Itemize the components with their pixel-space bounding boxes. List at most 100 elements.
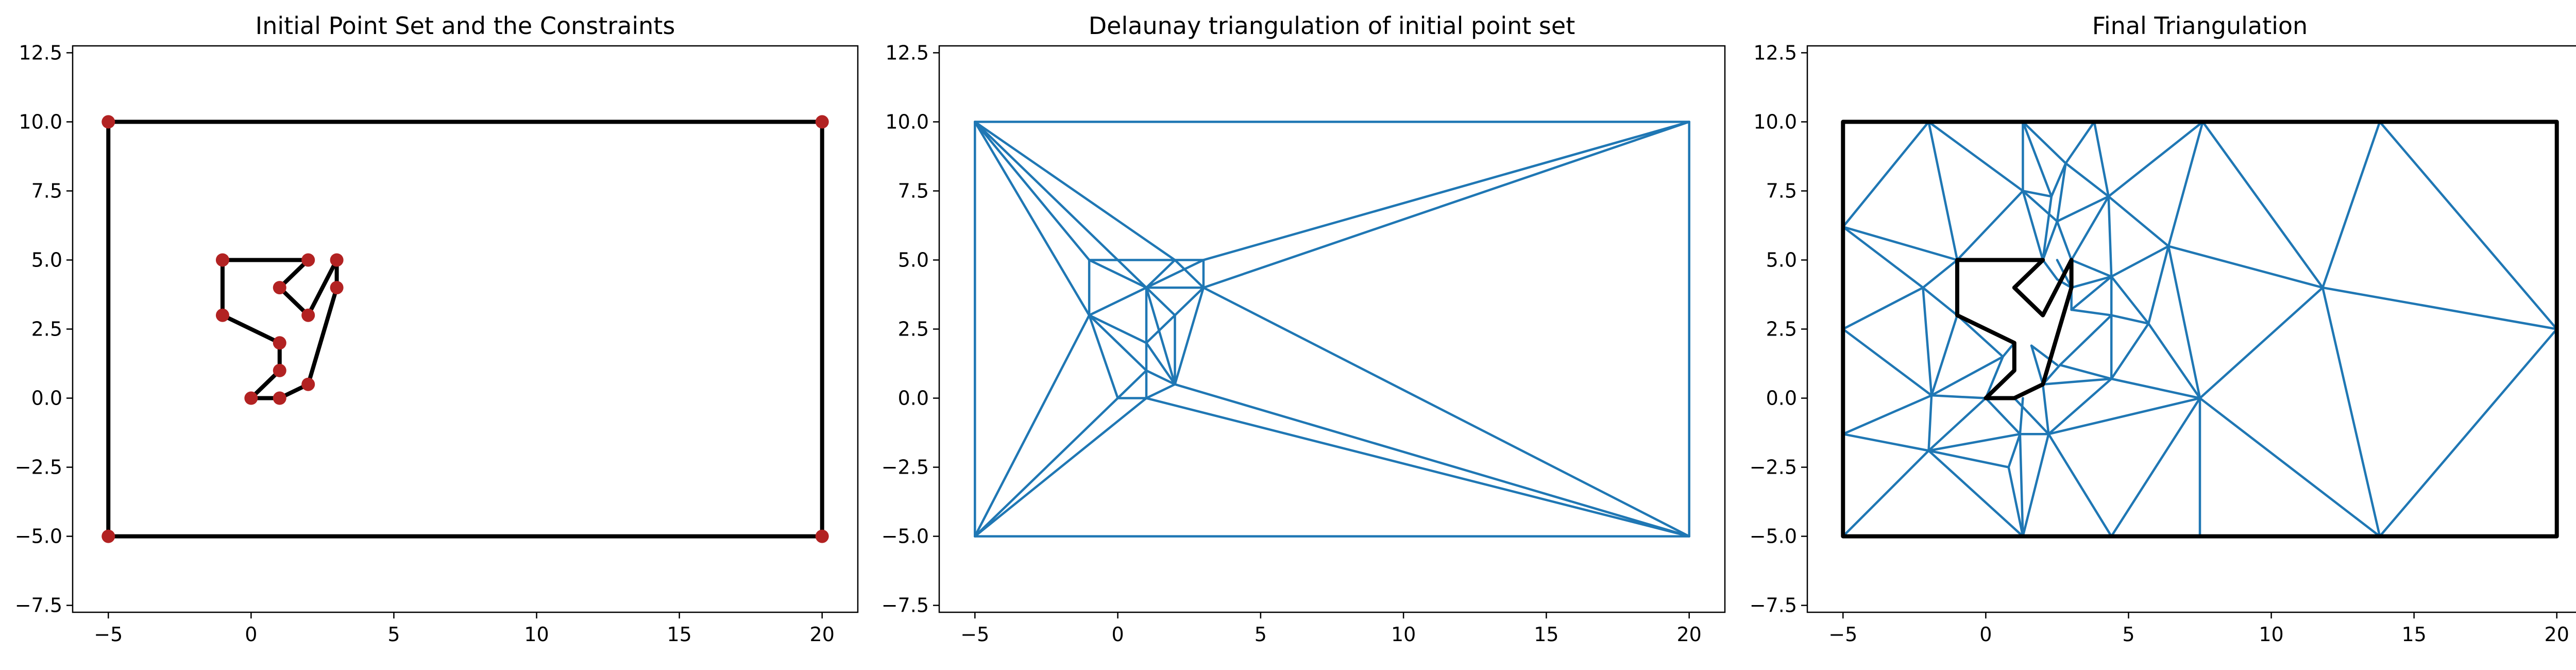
y-tick-label: −2.5 — [882, 456, 929, 479]
triangulation-edge — [1842, 449, 1930, 538]
triangulation-edge — [2050, 162, 2067, 198]
y-tick-label: 10.0 — [885, 110, 929, 133]
y-tick-label: 0.0 — [1766, 387, 1797, 410]
y-tick-label: 0.0 — [31, 387, 62, 410]
triangulation-edge — [2022, 121, 2067, 165]
x-tick-label: 0 — [1979, 623, 1992, 646]
y-tick-label: 12.5 — [885, 41, 929, 64]
y-tick-label: 12.5 — [1753, 41, 1797, 64]
triangulation-edge — [2007, 466, 2024, 538]
triangulation-edge — [2167, 121, 2204, 247]
triangulation-edge — [2201, 121, 2324, 289]
x-tick-label: 20 — [810, 623, 835, 646]
triangulation-edge — [2059, 363, 2113, 380]
x-tick-label: 10 — [1391, 623, 1416, 646]
triangulation-edge — [2041, 220, 2059, 261]
y-tick-label: 10.0 — [19, 110, 62, 133]
panel-final: Final Triangulation −5 0 5 10 15 20 −7.5 −5.0 −2… — [1750, 12, 2576, 646]
plot-area: −5 0 5 10 15 20 −7.5 −5.0 −2.5 0.0 2.5 5.0 7.5 10.0 12… — [1750, 41, 2576, 646]
triangulation-edge — [2013, 397, 2050, 435]
y-tick-label: 0.0 — [898, 387, 929, 410]
triangulation-edge — [2030, 344, 2059, 366]
triangulation-edge — [1927, 449, 2024, 538]
x-tick-label: 5 — [2122, 623, 2134, 646]
triangulation-edge — [974, 121, 1091, 261]
triangulation-edge — [2041, 259, 2059, 281]
y-tick-label: −2.5 — [15, 456, 62, 479]
constraint-polyline — [1955, 258, 2074, 400]
triangulation-edge — [2041, 377, 2113, 386]
y-tick-label: −5.0 — [882, 525, 929, 548]
y-tick-label: 7.5 — [898, 179, 929, 202]
triangulation-edge — [1842, 328, 1933, 397]
triangulation-edge — [1927, 449, 2010, 468]
triangulation-edge — [1145, 397, 1690, 538]
triangulation-edge — [2059, 314, 2113, 366]
triangulation-edge — [2147, 322, 2201, 399]
triangulation-edge — [2041, 383, 2050, 435]
triangulation-edge — [1202, 286, 1690, 538]
triangulation-edge — [1922, 286, 1933, 397]
data-point — [273, 363, 286, 377]
triangulation-edge — [1930, 394, 1987, 399]
triangulation-edge — [2167, 245, 2201, 399]
triangulation-edge — [974, 397, 1148, 538]
data-point — [244, 391, 258, 405]
triangulation-edge — [974, 121, 1091, 316]
triangulation-edge — [2019, 397, 2024, 435]
triangulation-edge — [1116, 369, 1148, 399]
triangulation-edge — [2070, 195, 2110, 261]
data-point — [215, 308, 229, 322]
triangulation-edge — [2047, 397, 2201, 435]
x-tick-label: 5 — [387, 623, 400, 646]
triangulation-edge — [1927, 121, 1959, 261]
constraint-polyline — [1841, 120, 2559, 539]
panel-title: Final Triangulation — [2092, 12, 2308, 40]
triangulation-edge — [1145, 314, 1176, 344]
triangulation-edge — [2110, 275, 2150, 325]
triangulation-edge — [2110, 397, 2201, 538]
triangulation-edge — [2321, 286, 2558, 330]
triangulation-edge — [1985, 397, 2022, 435]
x-tick-label: −5 — [94, 623, 123, 646]
data-point — [330, 281, 344, 295]
triangulation-edge — [2110, 377, 2201, 399]
triangulation-edge — [1930, 355, 2004, 397]
y-tick-label: 2.5 — [1766, 318, 1797, 341]
data-point — [101, 529, 115, 543]
x-tick-label: −5 — [960, 623, 989, 646]
y-tick-label: 7.5 — [31, 179, 62, 202]
triangulation-edge — [1088, 286, 1148, 316]
x-tick-label: 0 — [245, 623, 257, 646]
triangulation-edge — [1927, 394, 1933, 452]
y-tick-label: −7.5 — [882, 594, 929, 617]
triangulation-edge — [2022, 190, 2044, 261]
y-tick-label: −5.0 — [15, 525, 62, 548]
triangulation-edge — [1088, 259, 1148, 289]
triangulation-edge — [1842, 432, 1930, 452]
triangulation-edge — [2070, 275, 2113, 311]
y-tick-label: 5.0 — [1766, 248, 1797, 271]
triangulation-edge — [1842, 225, 1959, 261]
triangulation-edge — [2321, 121, 2381, 289]
data-point — [273, 336, 286, 350]
triangulation-edge — [2019, 432, 2024, 538]
x-tick-label: 5 — [1255, 623, 1267, 646]
triangulation-edge — [1927, 432, 2022, 452]
triangulation-edge — [2110, 314, 2150, 325]
triangulation-edge — [2070, 308, 2113, 316]
triangulation-edge — [1922, 259, 1959, 289]
triangulation-edge — [2070, 275, 2113, 289]
panel-delaunay: Delaunay triangulation of initial point … — [882, 12, 1726, 646]
data-point — [273, 391, 286, 405]
triangulation-edge — [1145, 286, 1176, 386]
triangulation-edge — [1927, 121, 2024, 192]
triangulation-edge — [2107, 195, 2113, 278]
data-point — [301, 308, 315, 322]
triangulation-edge — [2056, 162, 2067, 223]
triangulation-edge — [2022, 190, 2053, 198]
triangulation-edge — [2070, 259, 2113, 278]
triangulation-edge — [1956, 314, 2004, 358]
x-tick-label: −5 — [1828, 623, 1857, 646]
